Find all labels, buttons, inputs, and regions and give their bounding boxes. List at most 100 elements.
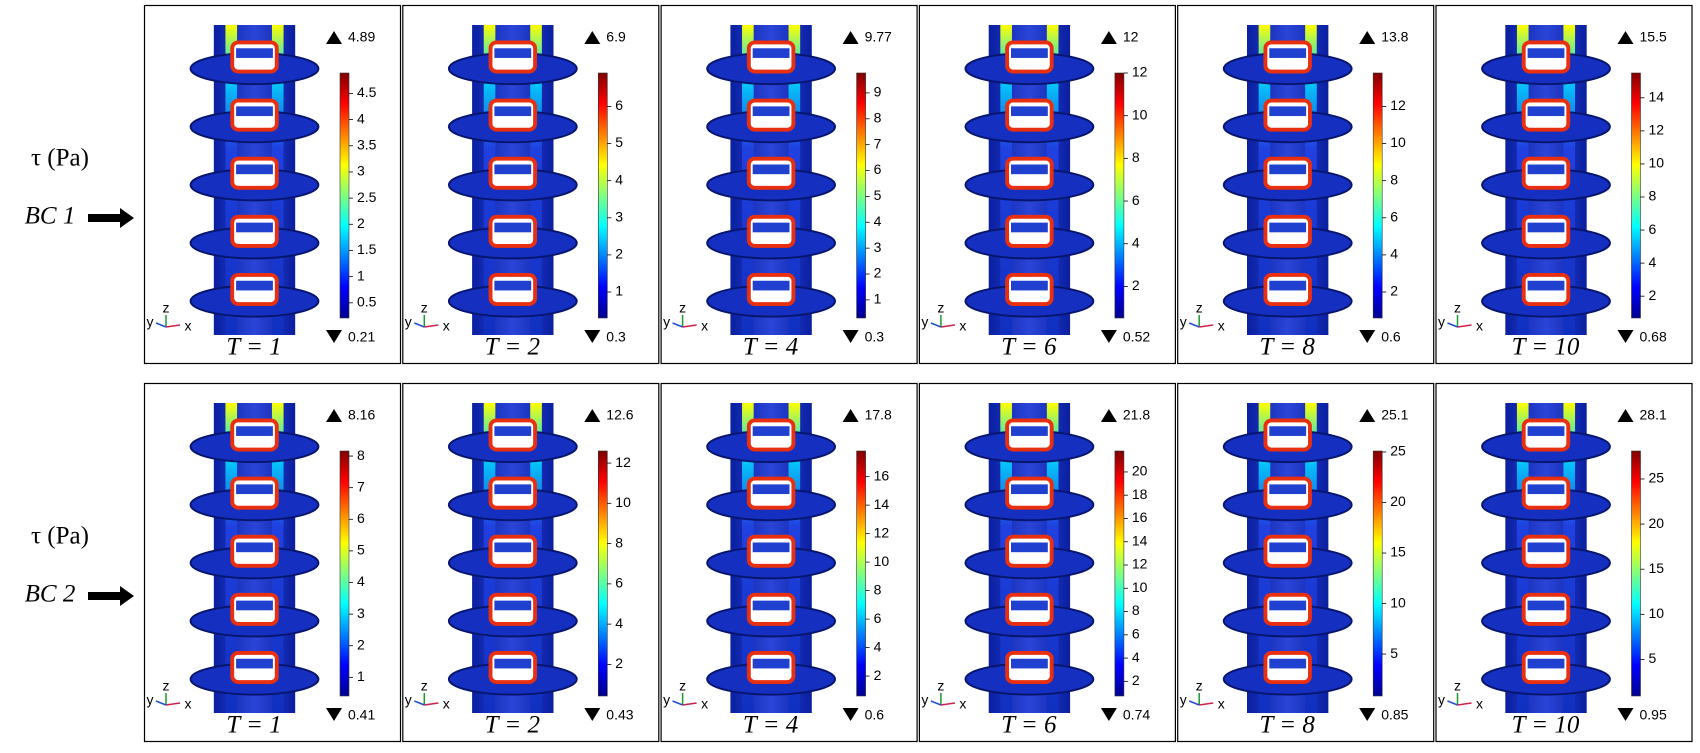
colorbar-tick-label: 2 <box>1649 287 1657 303</box>
triad-label: y <box>147 692 154 708</box>
triad-axis <box>672 700 683 706</box>
triad-axis <box>155 322 167 328</box>
colorbar-tick-label: 6 <box>1390 208 1398 224</box>
t-label: T = 4 <box>743 712 798 739</box>
colorbar-tick-label: 6 <box>874 161 882 177</box>
triad-axis <box>940 324 956 328</box>
min-marker <box>1359 330 1376 343</box>
colorbar-tick-label: 2 <box>874 265 882 281</box>
min-marker <box>842 708 859 721</box>
triad-axis <box>424 702 439 706</box>
panel: yzx T = 2 2 4 6 8 10 12 12.6 0.43 <box>402 382 660 743</box>
triad-label: x <box>1218 696 1225 712</box>
colorbar-tick-label: 3.5 <box>357 136 377 152</box>
colorbar-tick-label: 9 <box>874 84 882 100</box>
max-marker <box>584 31 601 44</box>
t-label: T = 10 <box>1512 712 1580 739</box>
min-marker <box>584 708 601 721</box>
colorbar-tick-label: 0.5 <box>357 294 377 310</box>
colorbar <box>856 72 866 319</box>
max-label: 12 <box>1123 29 1139 45</box>
colorbar-tick-label: 5 <box>1649 650 1657 666</box>
colorbar-tick-label: 2 <box>357 215 365 231</box>
t-label: T = 1 <box>226 712 281 739</box>
colorbar-tick-label: 8 <box>615 534 623 550</box>
triad-label: y <box>921 314 928 330</box>
triad-label: x <box>701 318 708 334</box>
max-marker <box>1359 31 1376 44</box>
triad-label: z <box>1454 300 1461 316</box>
bc-label: BC 2 <box>25 581 76 608</box>
colorbar-tick-label: 4 <box>874 213 882 229</box>
colorbar <box>1372 72 1383 319</box>
colorbar-tick-label: 8 <box>1132 149 1140 165</box>
colorbar-tick-label: 1.5 <box>357 241 377 257</box>
colorbar-tick-label: 12 <box>1132 64 1148 80</box>
colorbar-tick-label: 4 <box>357 110 365 126</box>
triad-label: x <box>1476 318 1483 334</box>
max-label: 6.9 <box>606 29 626 45</box>
colorbar-tick-label: 6 <box>1132 626 1140 642</box>
max-marker <box>842 409 859 422</box>
t-label: T = 8 <box>1260 334 1316 361</box>
colorbar-tick-label: 12 <box>1132 556 1148 572</box>
colorbar-tick-label: 20 <box>1390 493 1406 509</box>
max-marker <box>1100 31 1117 44</box>
triad-label: x <box>443 318 450 334</box>
colorbar-tick-label: 8 <box>874 109 882 125</box>
colorbar <box>1114 450 1125 697</box>
max-marker <box>584 409 601 422</box>
triad-label: z <box>937 678 944 694</box>
max-marker <box>1100 409 1117 422</box>
triad-label: x <box>959 696 966 712</box>
colorbar-tick-label: 20 <box>1132 463 1148 479</box>
colorbar-tick-label: 2 <box>615 655 623 671</box>
triad-axis <box>1199 324 1214 328</box>
triad-label: y <box>147 314 154 330</box>
triad-axis <box>940 702 956 706</box>
t-label: T = 6 <box>1001 712 1057 739</box>
panel: yzx T = 8 2 4 6 8 10 12 13.8 0.6 <box>1177 4 1435 365</box>
min-marker <box>1617 330 1634 343</box>
triad-axis <box>1188 700 1200 706</box>
min-marker <box>584 330 601 343</box>
colorbar-tick-label: 12 <box>874 524 890 540</box>
min-marker <box>1359 708 1376 721</box>
colorbar-tick-label: 4 <box>1132 234 1140 250</box>
triad-label: z <box>1196 678 1203 694</box>
triad-label: y <box>1180 314 1187 330</box>
t-label: T = 4 <box>743 334 798 361</box>
triad-axis <box>1199 702 1214 706</box>
colorbar-tick-label: 8 <box>1132 602 1140 618</box>
colorbar-tick-label: 16 <box>874 467 890 483</box>
triad-label: z <box>163 678 170 694</box>
triad-label: y <box>663 692 670 708</box>
t-label: T = 8 <box>1260 712 1316 739</box>
max-label: 8.16 <box>348 407 375 423</box>
triad-label: z <box>679 678 686 694</box>
colorbar <box>1114 72 1125 319</box>
colorbar-tick-label: 18 <box>1132 486 1148 502</box>
colorbar-tick-label: 2 <box>1132 672 1140 688</box>
colorbar-tick-label: 2 <box>615 246 623 262</box>
triad-label: y <box>405 314 412 330</box>
colorbar-tick-label: 15 <box>1649 560 1665 576</box>
colorbar-tick-label: 4.5 <box>357 84 377 100</box>
max-label: 4.89 <box>348 29 375 45</box>
colorbar-tick-label: 6 <box>357 510 365 526</box>
triad-label: y <box>1438 692 1445 708</box>
min-label: 0.6 <box>1381 329 1401 345</box>
colorbar-tick-label: 14 <box>874 496 890 512</box>
triad-label: z <box>421 678 428 694</box>
colorbar-tick-label: 4 <box>874 638 882 654</box>
triad-axis <box>165 324 181 328</box>
colorbar-tick-label: 5 <box>615 134 623 150</box>
triad-label: x <box>1218 318 1225 334</box>
triad-label: x <box>701 696 708 712</box>
arrow <box>88 208 134 228</box>
t-label: T = 6 <box>1001 334 1057 361</box>
triad-axis <box>672 322 683 328</box>
colorbar-tick-label: 25 <box>1649 470 1665 486</box>
t-label: T = 1 <box>226 334 281 361</box>
